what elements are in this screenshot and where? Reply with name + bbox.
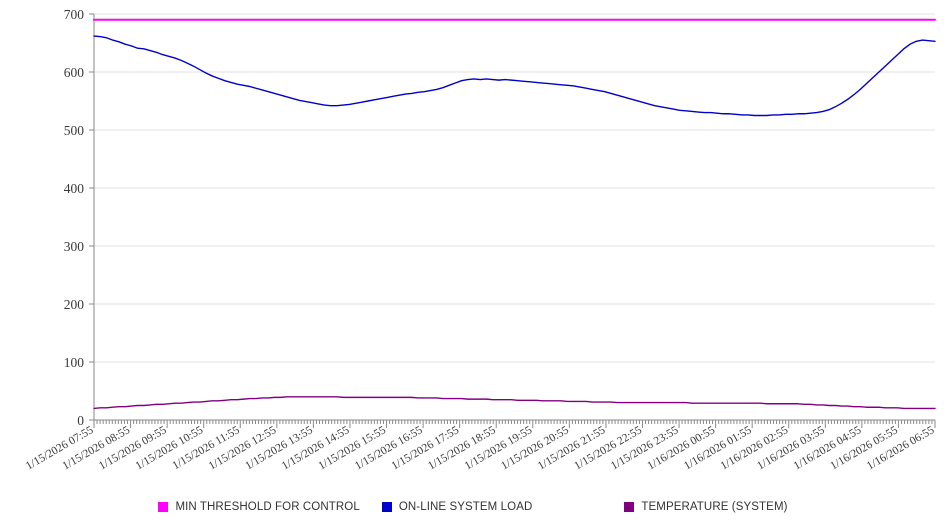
legend-swatch-on-line-system-load (381, 502, 392, 512)
x-tick-labels: 1/15/2026 07:551/15/2026 08:551/15/2026 … (24, 424, 937, 472)
svg-text:100: 100 (64, 355, 85, 370)
x-axis (93, 420, 936, 428)
y-axis: 0 100 200 300 400 500 600 700 (64, 7, 95, 428)
legend-label-min-threshold-for-control: MIN THRESHOLD FOR CONTROL (175, 501, 360, 513)
legend-label-temperature-system: TEMPERATURE (SYSTEM) (641, 501, 788, 513)
legend-swatch-temperature-system (624, 502, 635, 512)
svg-text:300: 300 (64, 239, 85, 254)
svg-text:700: 700 (64, 7, 85, 22)
svg-text:0: 0 (77, 413, 84, 428)
legend-item-min-threshold-for-control[interactable]: MIN THRESHOLD FOR CONTROL (158, 501, 360, 513)
legend-item-temperature-system[interactable]: TEMPERATURE (SYSTEM) (624, 501, 787, 513)
series-lines (93, 18, 936, 410)
svg-text:400: 400 (64, 181, 85, 196)
legend-label-on-line-system-load: ON-LINE SYSTEM LOAD (398, 501, 533, 513)
svg-text:500: 500 (64, 123, 85, 138)
legend-item-on-line-system-load[interactable]: ON-LINE SYSTEM LOAD (381, 501, 533, 513)
grid-lines (94, 13, 935, 421)
chart-legend: MIN THRESHOLD FOR CONTROL ON-LINE SYSTEM… (0, 496, 946, 518)
svg-text:600: 600 (64, 65, 85, 80)
svg-text:200: 200 (64, 297, 85, 312)
legend-swatch-min-threshold-for-control (158, 502, 169, 512)
